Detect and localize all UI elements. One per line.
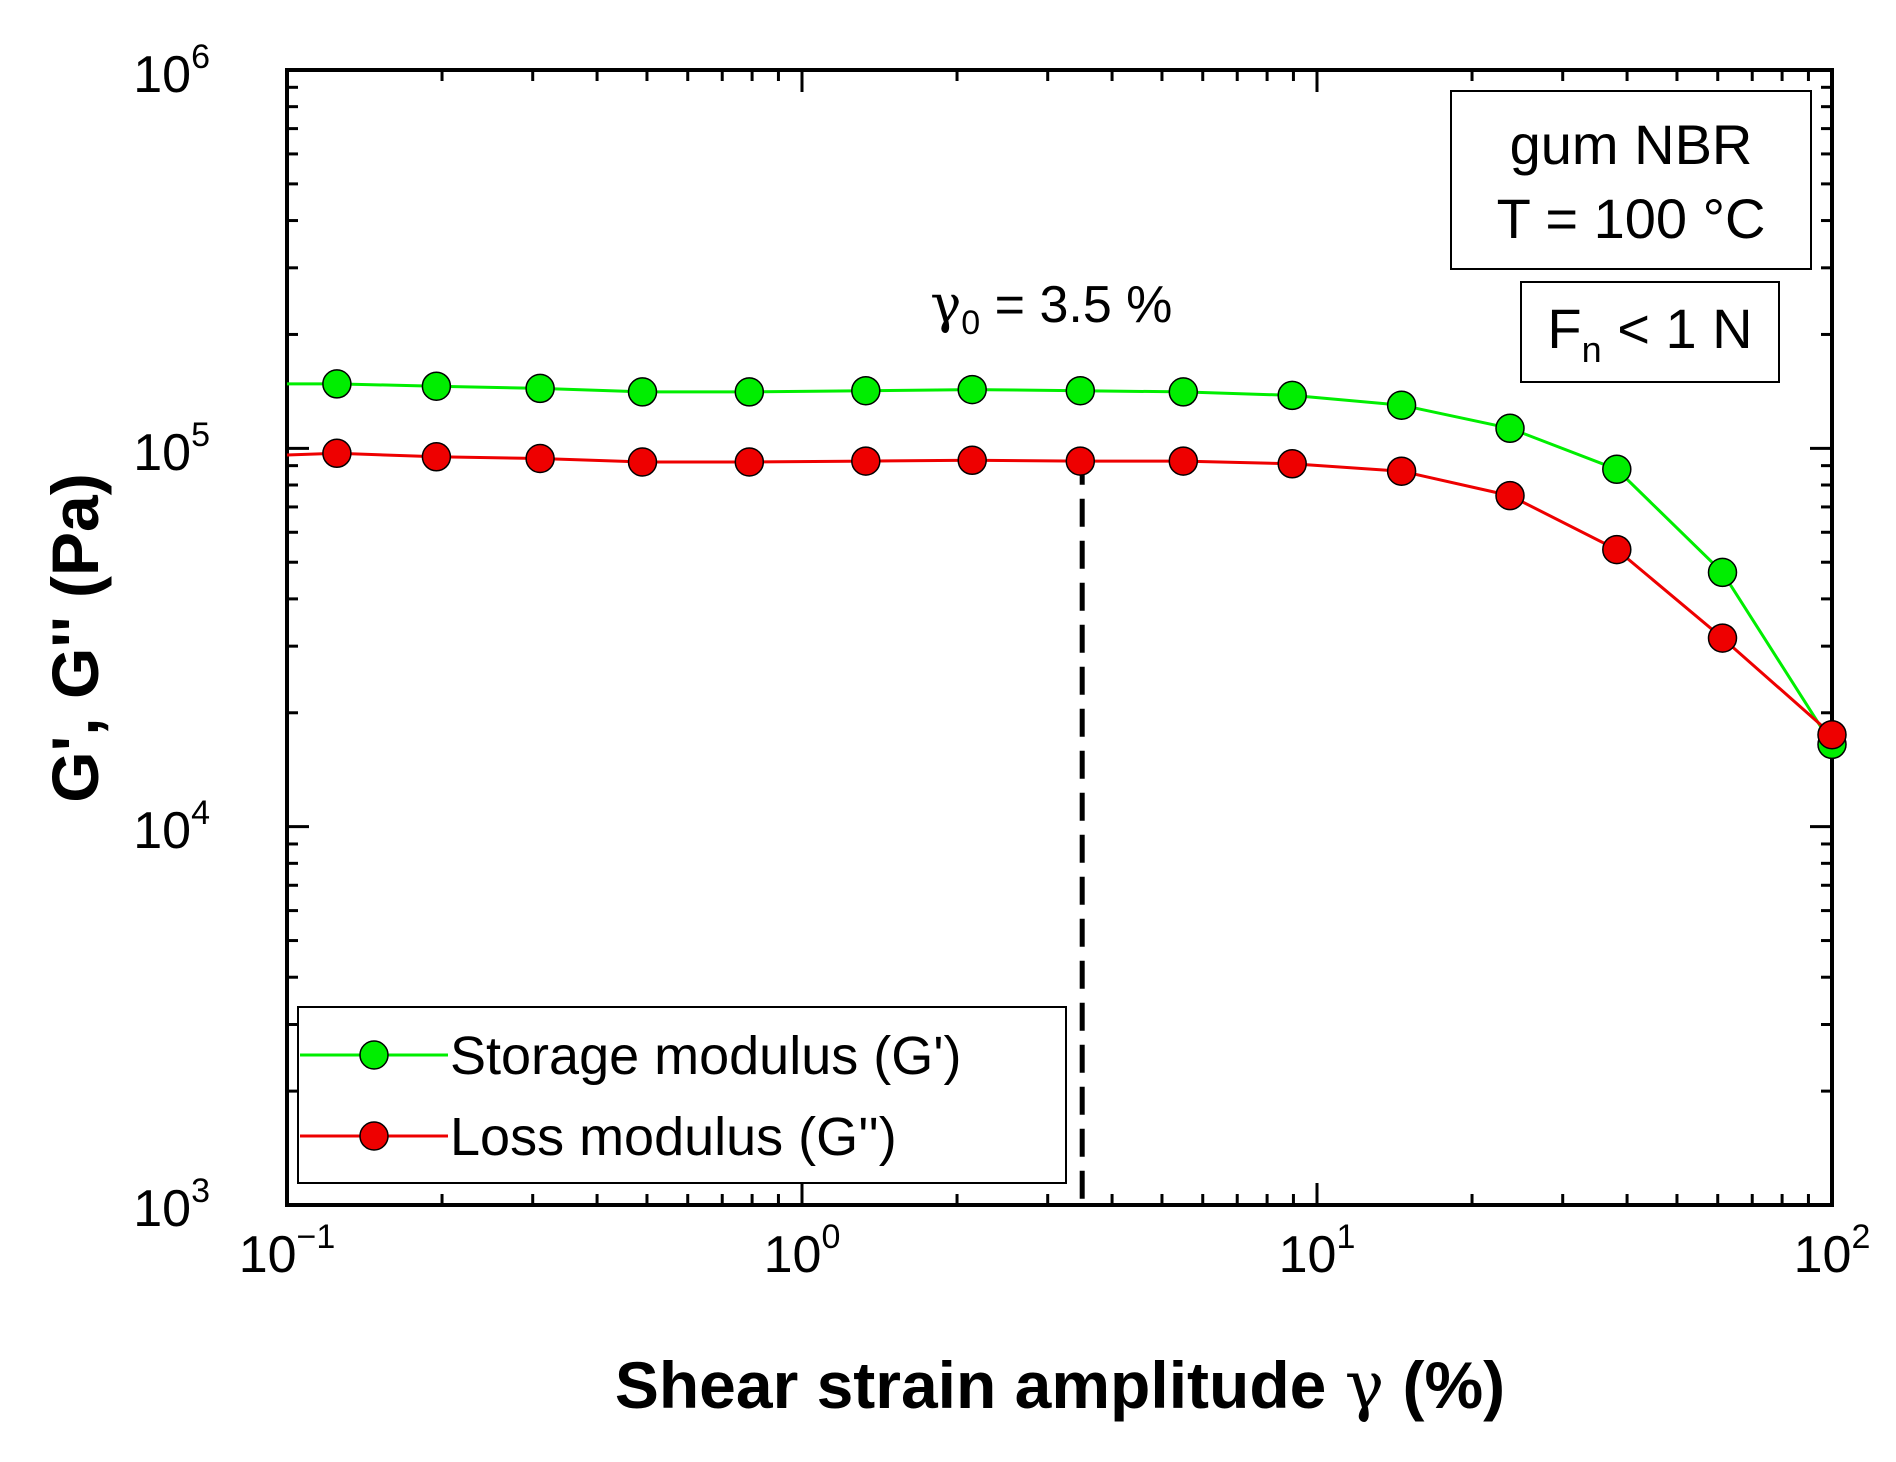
data-point [421,442,452,472]
data-point [1602,534,1632,565]
legend-frame [297,1006,1067,1184]
data-point [1495,480,1525,511]
series-storage-modulus [287,369,1847,760]
data-point [1386,390,1417,420]
data-point [957,374,987,405]
sample-name: gum NBR [1510,113,1753,176]
data-point [1065,446,1096,476]
data-point [851,375,881,406]
legend: Storage modulus (G') Loss modulus (G'') [297,1006,1067,1184]
legend-loss-marker [359,1121,389,1151]
y-tick-label: 105 [133,416,210,482]
axis-ticks [285,68,1834,1207]
data-point [1495,413,1525,444]
data-point [1707,623,1738,653]
data-point [1065,375,1096,406]
y-tick-labels: 103 104 105 106 [133,38,210,1238]
data-point [734,377,765,407]
sample-info-frame [1450,90,1812,270]
data-point [1168,377,1199,407]
y-axis-title: G', G'' (Pa) [38,473,112,802]
data-point [525,373,555,404]
normal-force-box: Fn < 1 N [1520,281,1780,383]
data-point [1817,719,1847,750]
x-tick-label: 101 [1279,1218,1356,1284]
x-tick-label: 10−1 [239,1218,336,1284]
normal-force-label: Fn < 1 N [1547,297,1752,370]
legend-storage-label: Storage modulus (G') [450,1026,962,1086]
normal-force-frame [1520,281,1780,383]
data-point [1277,449,1307,479]
data-point [322,438,352,469]
x-tick-label: 102 [1794,1218,1871,1284]
data-point [525,443,555,474]
gamma0-annotation: γ0 = 3.5 % [930,275,1172,342]
sample-info-box: gum NBR T = 100 °C [1450,90,1812,270]
legend-storage-marker [359,1040,389,1070]
data-point [1277,380,1307,411]
y-tick-label: 103 [133,1172,210,1238]
series-line [286,451,1833,736]
y-tick-label: 104 [133,794,210,860]
plot-frame [285,68,1834,1207]
sample-temperature: T = 100 °C [1497,187,1766,250]
legend-loss-label: Loss modulus (G'') [450,1107,897,1167]
data-point [1168,446,1199,476]
data-point [627,377,658,407]
y-tick-label: 106 [133,38,210,104]
series-layer [286,369,1847,760]
x-axis-title: Shear strain amplitude γ (%) [615,1347,1505,1424]
data-point [322,369,352,399]
data-point [421,371,452,401]
data-point [957,445,987,476]
series-line [287,382,1834,746]
data-point [851,446,881,476]
data-point [1386,456,1417,486]
x-tick-labels: 10−1 100 101 102 [239,1218,1871,1284]
data-point [627,447,658,477]
data-point [1707,557,1738,588]
data-point [734,447,765,477]
x-tick-label: 100 [764,1218,841,1284]
data-point [1602,454,1632,485]
series-loss-modulus [286,438,1847,750]
